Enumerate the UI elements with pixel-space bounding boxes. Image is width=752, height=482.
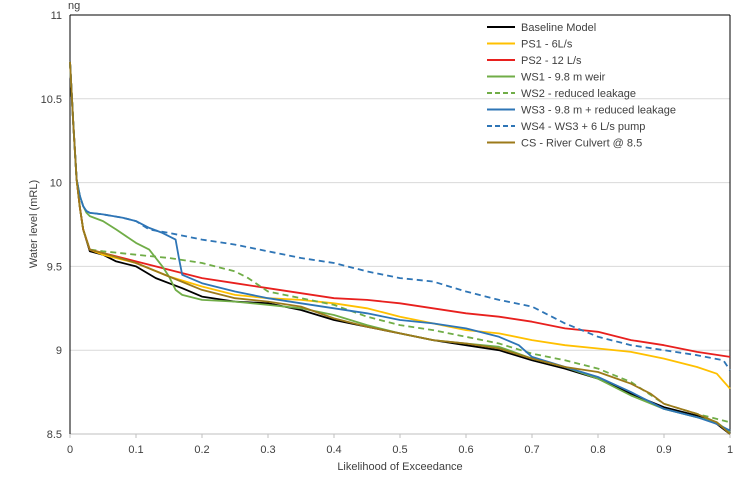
series-lines — [69, 61, 731, 435]
series-line-ws4-ws3-6-l-s-pump — [69, 61, 731, 371]
x-tick-label: 0 — [67, 444, 73, 456]
x-tick-label: 1 — [727, 444, 733, 456]
chart-title: ng — [68, 0, 80, 12]
x-tick-label: 0.3 — [260, 444, 275, 456]
y-axis-title: Water level (mRL) — [28, 180, 40, 268]
legend-label: WS2 - reduced leakage — [521, 88, 636, 100]
axes: 8.5 9 9.5 10 10.5 11 0 0.1 0.2 0.3 0.4 0.5 0.6 0.7 0.8… — [41, 10, 733, 456]
y-tick-label: 9.5 — [47, 261, 62, 273]
series-line-ws3-9-8-m-reduced-leakage — [69, 61, 731, 432]
gridlines — [70, 14, 730, 351]
legend-label: WS3 - 9.8 m + reduced leakage — [521, 105, 676, 117]
series-line-baseline-model — [69, 61, 731, 435]
y-tick-label: 10 — [50, 178, 62, 190]
legend-label: CS - River Culvert @ 8.5 — [521, 138, 642, 150]
x-tick-label: 0.7 — [524, 444, 539, 456]
x-axis-title: Likelihood of Exceedance — [337, 461, 462, 473]
x-tick-label: 0.5 — [392, 444, 407, 456]
legend-label: WS4 - WS3 + 6 L/s pump — [521, 121, 645, 133]
y-tick-label: 11 — [51, 10, 62, 22]
x-tick-label: 0.8 — [590, 444, 605, 456]
x-tick-label: 0.9 — [656, 444, 671, 456]
legend-label: PS2 - 12 L/s — [521, 55, 582, 67]
legend-label: Baseline Model — [521, 22, 596, 34]
x-tick-label: 0.1 — [128, 444, 143, 456]
legend-label: PS1 - 6L/s — [521, 39, 573, 51]
legend-label: WS1 - 9.8 m weir — [521, 72, 606, 84]
y-tick-label: 8.5 — [47, 429, 62, 441]
x-tick-label: 0.6 — [458, 444, 473, 456]
series-line-cs-river-culvert-8-5 — [69, 61, 731, 435]
x-tick-label: 0.4 — [326, 444, 341, 456]
x-tick-label: 0.2 — [194, 444, 209, 456]
legend: Baseline Model PS1 - 6L/s PS2 - 12 L/s WS1 … — [487, 22, 676, 150]
series-line-ws1-9-8-m-weir — [69, 61, 731, 434]
y-tick-label: 9 — [56, 345, 62, 357]
y-tick-label: 10.5 — [41, 94, 62, 106]
